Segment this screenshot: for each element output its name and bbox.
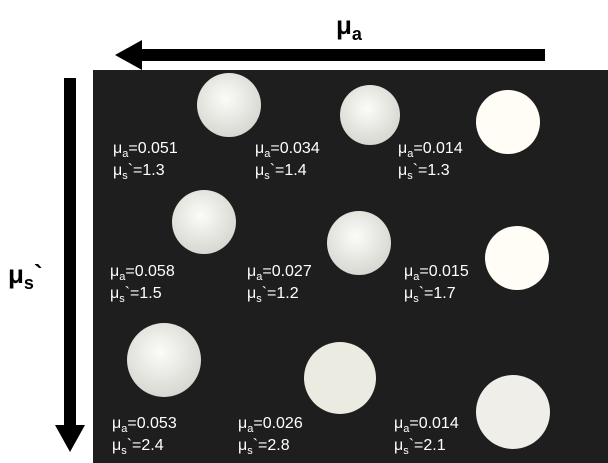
arrow-shaft: [140, 49, 545, 61]
symbol: μ: [398, 140, 407, 157]
mus-value: 1.3: [427, 162, 449, 179]
arrow-shaft: [64, 78, 76, 428]
subscript: s: [24, 273, 34, 293]
equals: =: [125, 263, 134, 280]
mus-value: 1.2: [276, 285, 298, 302]
disc: [172, 190, 236, 254]
equals: =: [419, 263, 428, 280]
symbol: μ: [255, 162, 264, 179]
disc: [476, 375, 550, 449]
symbol: μ: [238, 415, 247, 432]
symbol: μ: [8, 259, 24, 289]
equals: =: [414, 437, 423, 454]
symbol: μ: [112, 415, 121, 432]
disc: [327, 211, 391, 275]
equals: =: [424, 285, 433, 302]
equals: =: [253, 415, 262, 432]
mua-value: 0.014: [419, 415, 459, 432]
mua-value: 0.034: [280, 140, 320, 157]
mua-value: 0.026: [263, 415, 303, 432]
symbol: μ: [255, 140, 264, 157]
disc: [197, 73, 261, 137]
equals: =: [409, 415, 418, 432]
equals: =: [413, 140, 422, 157]
top-axis-label: μa: [336, 10, 363, 44]
mus-value: 2.8: [267, 437, 289, 454]
mua-value: 0.058: [135, 263, 175, 280]
left-arrow: [55, 78, 85, 452]
symbol: μ: [398, 162, 407, 179]
equals: =: [267, 285, 276, 302]
symbol: μ: [113, 140, 122, 157]
symbol: μ: [404, 263, 413, 280]
figure: μa μs` μa=0.051μs`=1.3μa=0.034μs`=1.4μa=…: [0, 0, 608, 463]
equals: =: [270, 140, 279, 157]
symbol: μ: [404, 285, 413, 302]
equals: =: [128, 140, 137, 157]
mua-value: 0.053: [137, 415, 177, 432]
equals: =: [418, 162, 427, 179]
left-axis-label: μs`: [8, 259, 43, 293]
mus-value: 2.1: [423, 437, 445, 454]
mus-value: 1.4: [284, 162, 306, 179]
symbol: μ: [110, 263, 119, 280]
symbol: μ: [247, 263, 256, 280]
arrow-head: [115, 40, 142, 70]
mus-value: 1.7: [433, 285, 455, 302]
mua-value: 0.051: [138, 140, 178, 157]
symbol: μ: [247, 285, 256, 302]
mua-value: 0.015: [429, 263, 469, 280]
mus-value: 2.4: [141, 437, 163, 454]
disc: [304, 342, 376, 414]
symbol: μ: [336, 10, 352, 40]
arrow-head: [55, 425, 85, 452]
symbol: μ: [394, 437, 403, 454]
mus-value: 1.3: [142, 162, 164, 179]
symbol: μ: [113, 162, 122, 179]
disc: [476, 90, 540, 154]
disc: [127, 323, 201, 397]
equals: =: [133, 162, 142, 179]
disc: [485, 226, 549, 290]
symbol: μ: [110, 285, 119, 302]
equals: =: [132, 437, 141, 454]
equals: =: [127, 415, 136, 432]
equals: =: [130, 285, 139, 302]
mua-value: 0.027: [272, 263, 312, 280]
mus-value: 1.5: [139, 285, 161, 302]
disc: [340, 85, 400, 145]
equals: =: [258, 437, 267, 454]
mua-value: 0.014: [423, 140, 463, 157]
symbol: μ: [238, 437, 247, 454]
top-arrow: [115, 40, 545, 70]
symbol: μ: [394, 415, 403, 432]
subscript: a: [352, 24, 363, 44]
prime: `: [34, 259, 43, 289]
symbol: μ: [112, 437, 121, 454]
equals: =: [262, 263, 271, 280]
equals: =: [275, 162, 284, 179]
